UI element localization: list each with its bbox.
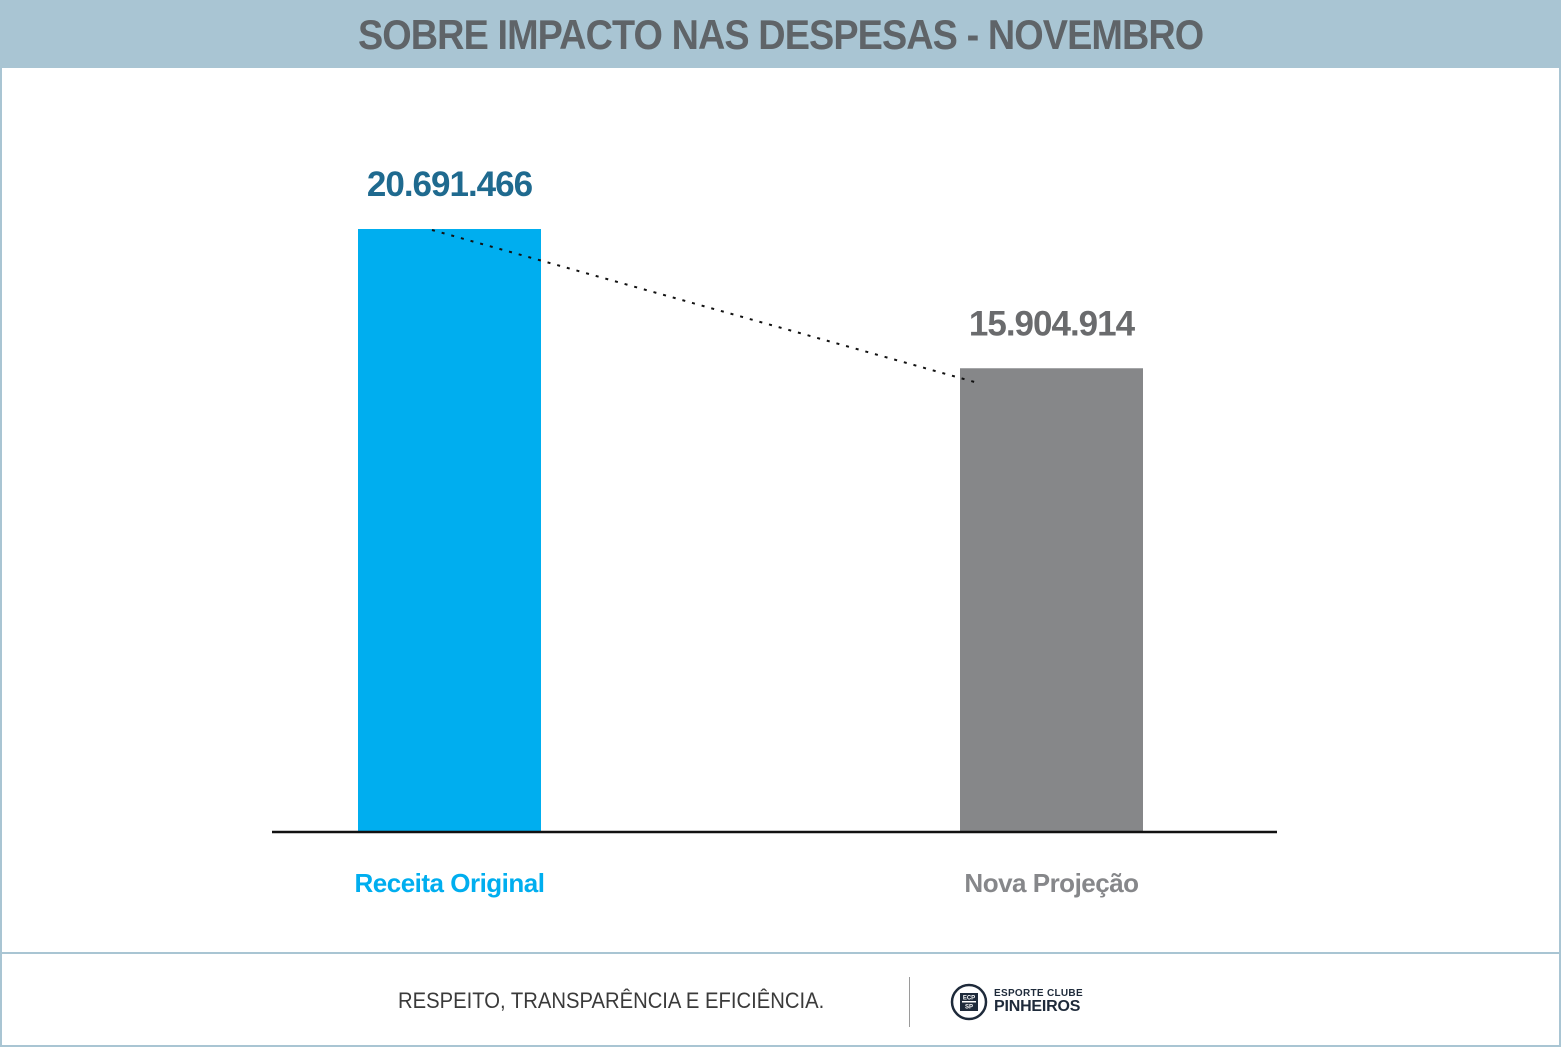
footer-motto: RESPEITO, TRANSPARÊNCIA E EFICIÊNCIA. xyxy=(398,988,825,1013)
bar-2 xyxy=(960,368,1143,831)
category-label-2: Nova Projeção xyxy=(964,868,1138,898)
bar-value-label-1: 20.691.466 xyxy=(367,165,533,204)
club-crest-icon: ECP SP xyxy=(950,983,988,1021)
club-logo: ECP SP ESPORTE CLUBE PINHEIROS xyxy=(950,982,1083,1022)
chart-title: SOBRE IMPACTO NAS DESPESAS - NOVEMBRO xyxy=(357,11,1204,58)
footer-separator xyxy=(909,977,910,1027)
header-bar: SOBRE IMPACTO NAS DESPESAS - NOVEMBRO xyxy=(2,2,1559,68)
bar-1 xyxy=(358,229,541,831)
logo-top-text: ESPORTE CLUBE xyxy=(994,988,1083,999)
svg-text:SP: SP xyxy=(965,1005,973,1011)
bar-chart: 20.691.466 Receita Original 15.904.914 Nova… xyxy=(272,165,1277,898)
footer-divider xyxy=(2,952,1559,954)
logo-bottom-text: PINHEIROS xyxy=(994,998,1081,1015)
category-label-1: Receita Original xyxy=(355,868,545,898)
bar-value-label-2: 15.904.914 xyxy=(969,304,1136,343)
svg-text:ECP: ECP xyxy=(963,996,975,1002)
